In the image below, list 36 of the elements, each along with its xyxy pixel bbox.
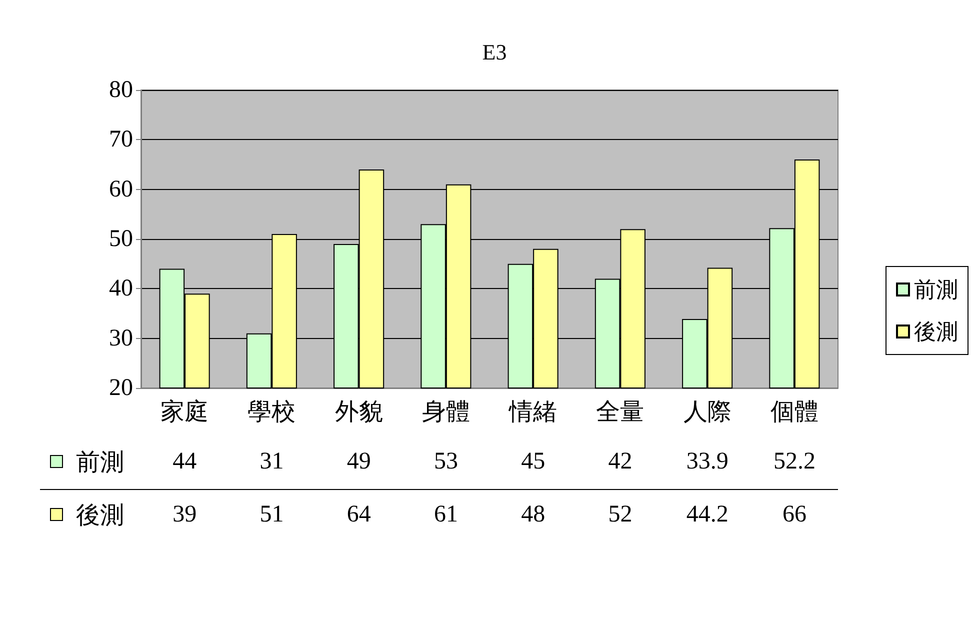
data-label: 53 [434, 448, 458, 476]
y-tick-label: 80 [109, 77, 133, 103]
data-label: 61 [434, 502, 458, 528]
data-label: 64 [346, 502, 371, 528]
y-tick-label: 30 [109, 325, 133, 352]
x-tick-label: 情緒 [508, 398, 558, 426]
x-tick-label: 身體 [422, 398, 470, 426]
y-tick-label: 20 [109, 375, 133, 401]
data-label: 66 [782, 502, 806, 528]
y-tick-label: 50 [109, 226, 133, 252]
data-label: 33.9 [686, 448, 728, 476]
data-label: 48 [521, 502, 546, 528]
x-tick-label: 外貌 [334, 398, 383, 426]
chart-title: E3 [482, 40, 507, 64]
data-label: 45 [521, 448, 546, 476]
data-label: 44.2 [686, 502, 728, 528]
legend-label: 後測 [914, 319, 958, 344]
data-label: 31 [260, 448, 284, 476]
data-label: 49 [346, 448, 371, 476]
y-tick-label: 70 [109, 126, 133, 153]
x-tick-label: 人際 [683, 398, 732, 426]
legend-label: 前測 [76, 449, 124, 478]
data-label: 52.2 [773, 448, 816, 476]
y-tick-label: 40 [109, 276, 133, 302]
data-label: 51 [260, 502, 284, 528]
x-tick-label: 學校 [248, 398, 296, 426]
x-tick-label: 全量 [596, 398, 644, 426]
y-tick-label: 60 [109, 176, 133, 202]
data-label: 52 [608, 502, 632, 528]
text: 前測 [914, 277, 958, 302]
data-label: 44 [172, 448, 197, 476]
data-label: 39 [172, 502, 197, 528]
data-label: 42 [608, 448, 632, 476]
x-tick-label: 個體 [770, 398, 818, 426]
text: 後測 [76, 503, 124, 529]
x-tick-label: 家庭 [160, 398, 209, 426]
